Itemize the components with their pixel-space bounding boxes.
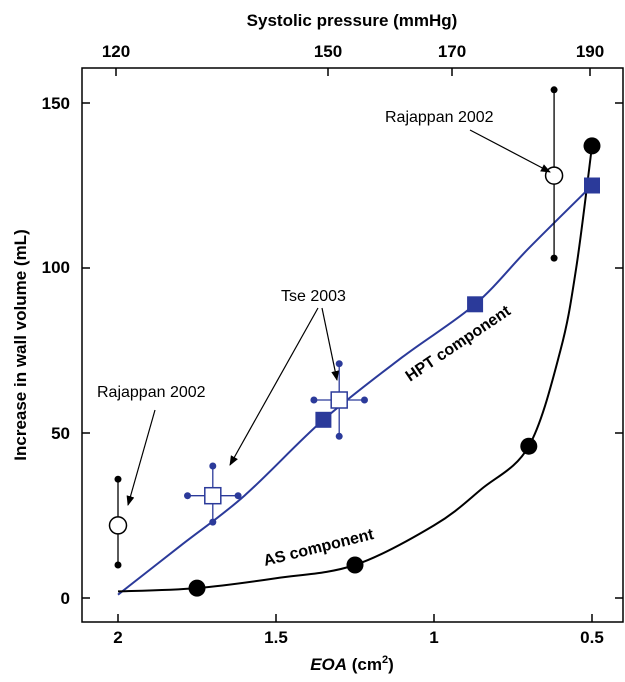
plot-frame [81, 67, 624, 623]
study-rajappan-2002-error-end [550, 254, 558, 262]
study-rajappan-2002-error-end [114, 561, 122, 569]
as-component-point [346, 556, 364, 574]
study-rajappan-2002-error-end [550, 86, 558, 94]
as-component-line [117, 145, 593, 593]
as-component-point [520, 437, 538, 455]
x-axis-label-close: ) [388, 655, 394, 674]
top-axis-label: Systolic pressure (mmHg) [247, 11, 458, 30]
top-tick-label: 170 [438, 42, 466, 61]
top-tick-label: 120 [102, 42, 130, 61]
x-axis-label: EOA (cm2) [310, 654, 394, 674]
arrow-tse-left [229, 307, 319, 466]
study-tse-2003-error-end [310, 396, 318, 404]
study-tse-2003-error-end [335, 432, 343, 440]
series-curves [117, 145, 593, 596]
y-tick-label: 100 [42, 258, 70, 277]
x-axis-label-italic: EOA [310, 655, 347, 674]
arrow-rajappan-right [469, 129, 551, 173]
top-tick-label: 150 [314, 42, 342, 61]
hpt-component-point [467, 296, 484, 313]
annotation-rajappan-left: Rajappan 2002 [97, 384, 206, 401]
series-points [188, 137, 601, 597]
annotation-arrows [126, 129, 551, 506]
y-tick-label: 50 [51, 424, 70, 443]
study-tse-2003-error-end [335, 360, 343, 368]
arrow-tse-right [321, 307, 340, 381]
x-tick-label: 1 [429, 628, 438, 647]
x-tick-label: 0.5 [580, 628, 604, 647]
y-tick-label: 0 [61, 589, 70, 608]
as-component-point [188, 579, 206, 597]
x-axis-label-unit: (cm [347, 655, 382, 674]
study-tse-2003-error-end [234, 492, 242, 500]
hpt-component-point [315, 411, 332, 428]
study-tse-2003-error-end [209, 518, 217, 526]
x-tick-label: 1.5 [264, 628, 288, 647]
study-points [108, 86, 564, 569]
study-rajappan-2002-error-end [114, 475, 122, 483]
hpt-component-point [584, 177, 600, 194]
top-tick-label: 190 [576, 42, 604, 61]
study-rajappan-2002-point [544, 166, 564, 185]
x-tick-label: 2 [113, 628, 122, 647]
arrow-rajappan-left [126, 409, 156, 506]
as-component-point [583, 137, 601, 155]
study-tse-2003-error-end [184, 492, 192, 500]
annotation-tse: Tse 2003 [281, 288, 346, 305]
y-tick-label: 150 [42, 94, 70, 113]
study-tse-2003-error-end [209, 462, 217, 470]
x-axis-label-sup: 2 [382, 654, 388, 666]
tick-marks [82, 68, 623, 622]
study-rajappan-2002-point [108, 516, 128, 535]
study-tse-2003-point [330, 391, 348, 409]
hpt-component-line [117, 184, 593, 596]
study-tse-2003-point [204, 486, 222, 505]
y-axis-label: Increase in wall volume (mL) [11, 229, 30, 460]
study-tse-2003-error-end [360, 396, 368, 404]
annotation-rajappan-right: Rajappan 2002 [385, 109, 494, 126]
